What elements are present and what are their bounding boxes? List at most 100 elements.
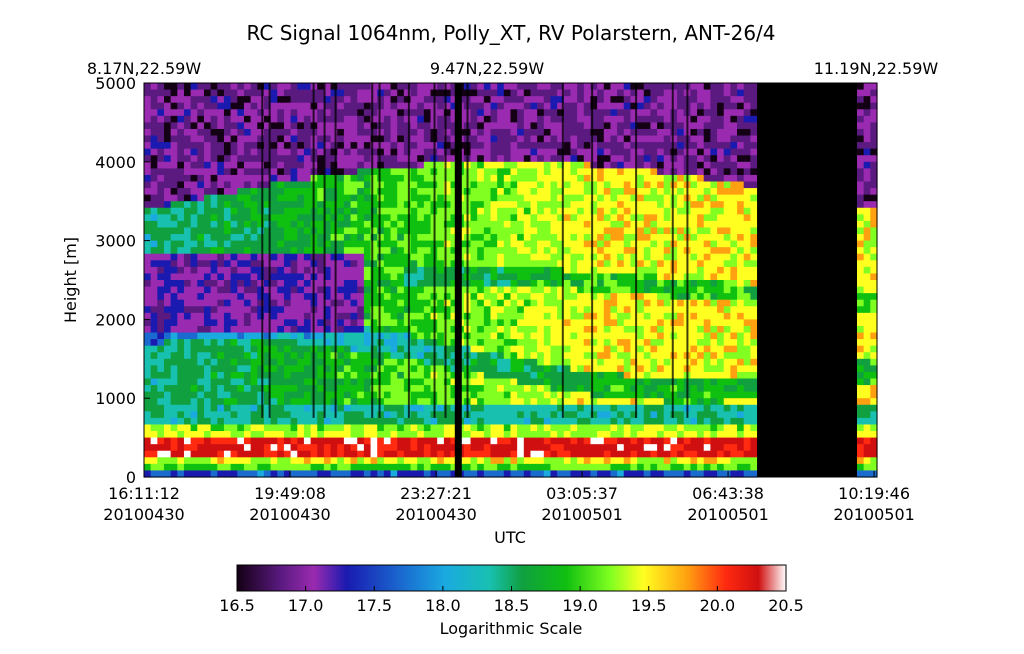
heatmap-cell — [350, 358, 358, 366]
heatmap-cell — [337, 365, 345, 373]
heatmap-cell — [523, 391, 532, 399]
heatmap-cell — [157, 253, 165, 261]
heatmap-cell — [537, 280, 545, 288]
heatmap-cell — [563, 253, 572, 261]
heatmap-cell — [150, 253, 158, 261]
heatmap-cell — [370, 128, 378, 137]
heatmap-cell — [357, 286, 365, 294]
heatmap-cell — [470, 470, 478, 478]
heatmap-cell — [397, 371, 405, 380]
heatmap-cell — [270, 201, 278, 209]
heatmap-cell — [337, 214, 345, 222]
heatmap-cell — [590, 168, 598, 176]
heatmap-cell — [657, 122, 665, 130]
heatmap-cell — [390, 358, 398, 366]
heatmap-cell — [237, 128, 245, 137]
heatmap-cell — [423, 135, 432, 143]
heatmap-cell — [397, 83, 405, 91]
heatmap-cell — [490, 339, 498, 347]
heatmap-cell — [197, 280, 205, 288]
heatmap-cell — [497, 109, 505, 117]
heatmap-cell — [297, 457, 305, 465]
heatmap-cell — [290, 227, 298, 235]
heatmap-cell — [263, 247, 272, 255]
heatmap-cell — [257, 122, 265, 130]
heatmap-cell — [503, 345, 512, 353]
heatmap-cell — [270, 332, 278, 340]
heatmap-cell — [590, 444, 598, 452]
heatmap-cell — [530, 214, 538, 222]
heatmap-cell — [303, 470, 312, 478]
heatmap-cell — [343, 352, 352, 360]
heatmap-cell — [610, 312, 618, 320]
heatmap-cell — [257, 220, 265, 229]
heatmap-cell — [290, 378, 298, 386]
heatmap-cell — [357, 266, 365, 275]
heatmap-cell — [230, 365, 238, 373]
heatmap-cell — [410, 240, 418, 248]
heatmap-cell — [223, 457, 232, 465]
heatmap-cell — [270, 385, 278, 393]
heatmap-cell — [610, 247, 618, 255]
heatmap-cell — [630, 253, 638, 261]
heatmap-cell — [550, 411, 558, 419]
heatmap-cell — [163, 109, 172, 117]
heatmap-cell — [243, 253, 252, 261]
heatmap-cell — [483, 470, 492, 478]
heatmap-cell — [197, 148, 205, 156]
heatmap-cell — [297, 385, 305, 393]
heatmap-cell — [197, 332, 205, 340]
heatmap-cell — [450, 457, 458, 465]
heatmap-cell — [223, 135, 232, 143]
heatmap-cell — [150, 188, 158, 196]
heatmap-cell — [590, 398, 598, 406]
heatmap-cell — [157, 102, 165, 110]
heatmap-cell — [190, 339, 198, 347]
heatmap-cell — [657, 404, 665, 412]
heatmap-cell — [330, 299, 338, 307]
heatmap-cell — [303, 266, 312, 275]
heatmap-cell — [677, 378, 685, 386]
heatmap-cell — [350, 280, 358, 288]
heatmap-cell — [230, 325, 238, 334]
heatmap-cell — [490, 332, 498, 340]
heatmap-cell — [303, 398, 312, 406]
heatmap-cell — [343, 339, 352, 347]
heatmap-cell — [677, 128, 685, 137]
heatmap-cell — [203, 444, 212, 452]
heatmap-cell — [197, 463, 205, 472]
heatmap-cell — [190, 240, 198, 248]
heatmap-cell — [510, 325, 518, 334]
heatmap-cell — [217, 417, 225, 426]
heatmap-cell — [343, 306, 352, 314]
heatmap-cell — [403, 431, 412, 439]
heatmap-cell — [537, 450, 545, 458]
heatmap-cell — [163, 365, 172, 373]
heatmap-cell — [530, 444, 538, 452]
heatmap-cell — [657, 266, 665, 275]
heatmap-cell — [637, 155, 645, 163]
heatmap-cell — [350, 404, 358, 412]
heatmap-cell — [503, 437, 512, 445]
heatmap-cell — [590, 273, 598, 281]
heatmap-cell — [297, 280, 305, 288]
heatmap-cell — [617, 332, 625, 340]
heatmap-cell — [203, 431, 212, 439]
heatmap-cell — [350, 457, 358, 465]
heatmap-cell — [217, 391, 225, 399]
heatmap-cell — [637, 194, 645, 202]
heatmap-cell — [370, 273, 378, 281]
heatmap-cell — [583, 168, 592, 176]
heatmap-cell — [150, 201, 158, 209]
heatmap-cell — [257, 444, 265, 452]
heatmap-cell — [417, 404, 425, 412]
heatmap-cell — [203, 247, 212, 255]
heatmap-cell — [157, 299, 165, 307]
heatmap-cell — [243, 240, 252, 248]
heatmap-cell — [330, 385, 338, 393]
heatmap-cell — [623, 463, 632, 472]
heatmap-cell — [377, 122, 385, 130]
heatmap-cell — [177, 424, 185, 432]
heatmap-cell — [497, 411, 505, 419]
heatmap-cell — [630, 470, 638, 478]
